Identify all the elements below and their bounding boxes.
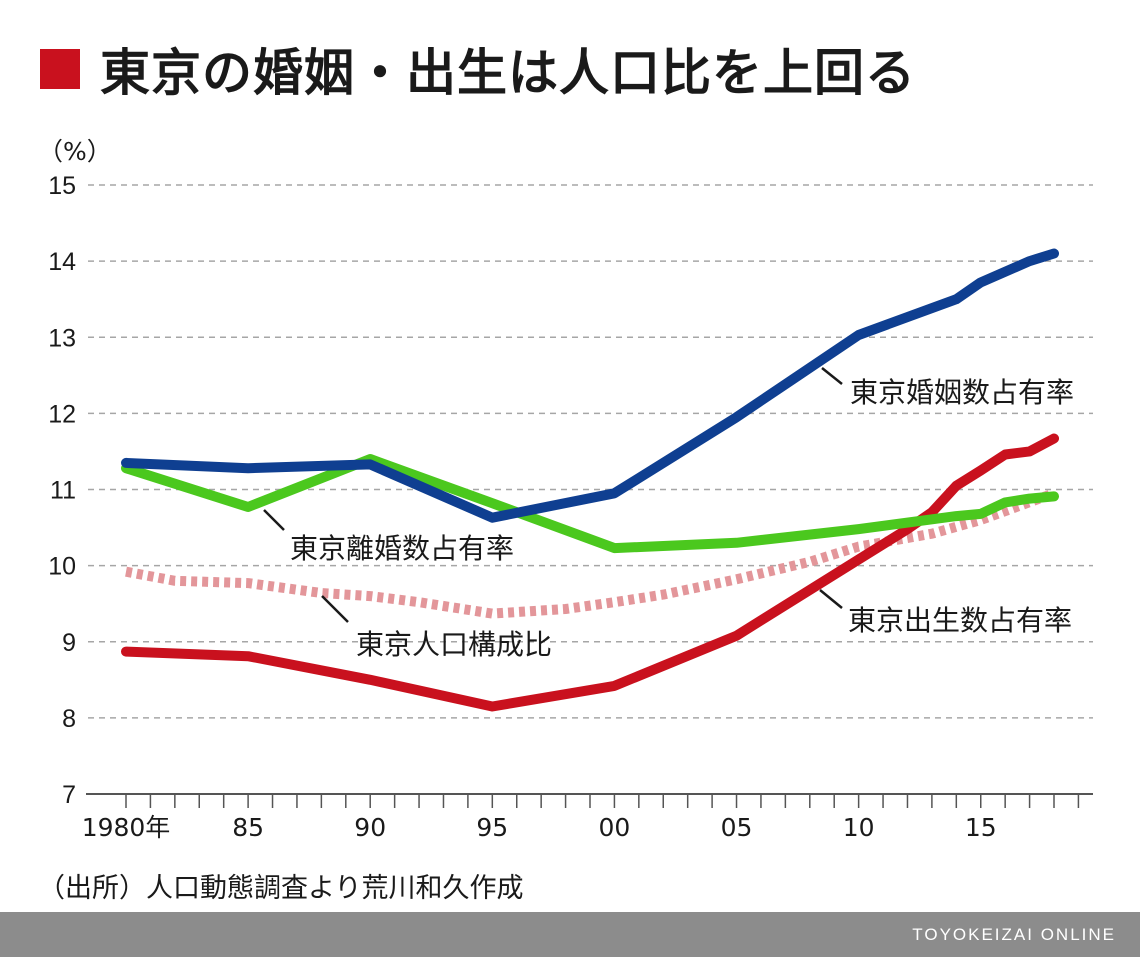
brand-label: TOYOKEIZAI ONLINE — [912, 925, 1116, 944]
x-axis: 1980年 85 90 95 00 05 10 15 — [82, 793, 1093, 842]
leader-line — [821, 367, 843, 385]
series-label: 東京離婚数占有率 — [290, 532, 514, 565]
x-tick-label: 05 — [721, 813, 753, 842]
x-tick-label: 90 — [354, 813, 386, 842]
y-axis-label: （%） — [38, 137, 112, 166]
y-tick-label: 14 — [48, 248, 76, 276]
series-line-0 — [125, 488, 1056, 619]
series-label: 東京出生数占有率 — [848, 604, 1072, 637]
x-tick-label: 10 — [843, 813, 875, 842]
source-note: （出所）人口動態調査より荒川和久作成 — [38, 873, 524, 904]
leader-line — [819, 589, 843, 609]
leader-line — [321, 595, 349, 623]
y-tick-label: 15 — [48, 172, 76, 200]
x-tick-label: 15 — [965, 813, 997, 842]
series-lines — [121, 248, 1059, 712]
leader-line — [263, 509, 285, 531]
y-tick-label: 8 — [62, 705, 76, 733]
x-tick-label: 95 — [476, 813, 508, 842]
series-line-3 — [121, 248, 1059, 523]
y-tick-label: 9 — [62, 629, 76, 657]
title-marker-icon — [40, 49, 80, 89]
y-tick-label: 11 — [50, 477, 76, 505]
y-tick-label: 10 — [48, 553, 76, 581]
series-label: 東京人口構成比 — [356, 628, 552, 661]
footer-bar: TOYOKEIZAI ONLINE — [0, 912, 1140, 957]
series-line-1 — [121, 433, 1059, 712]
chart-title: 東京の婚姻・出生は人口比を上回る — [100, 44, 916, 102]
grid-lines — [88, 184, 1093, 719]
x-tick-label: 1980年 — [82, 813, 171, 842]
x-tick-label: 85 — [232, 813, 264, 842]
series-label: 東京婚姻数占有率 — [850, 376, 1074, 409]
y-tick-label: 12 — [48, 400, 76, 428]
y-tick-label: 13 — [48, 324, 76, 352]
y-tick-label: 7 — [62, 781, 76, 809]
x-tick-label: 00 — [599, 813, 631, 842]
chart-title-row: 東京の婚姻・出生は人口比を上回る — [40, 38, 916, 102]
y-axis-ticks: 15 14 13 12 11 10 9 8 7 — [48, 172, 76, 809]
